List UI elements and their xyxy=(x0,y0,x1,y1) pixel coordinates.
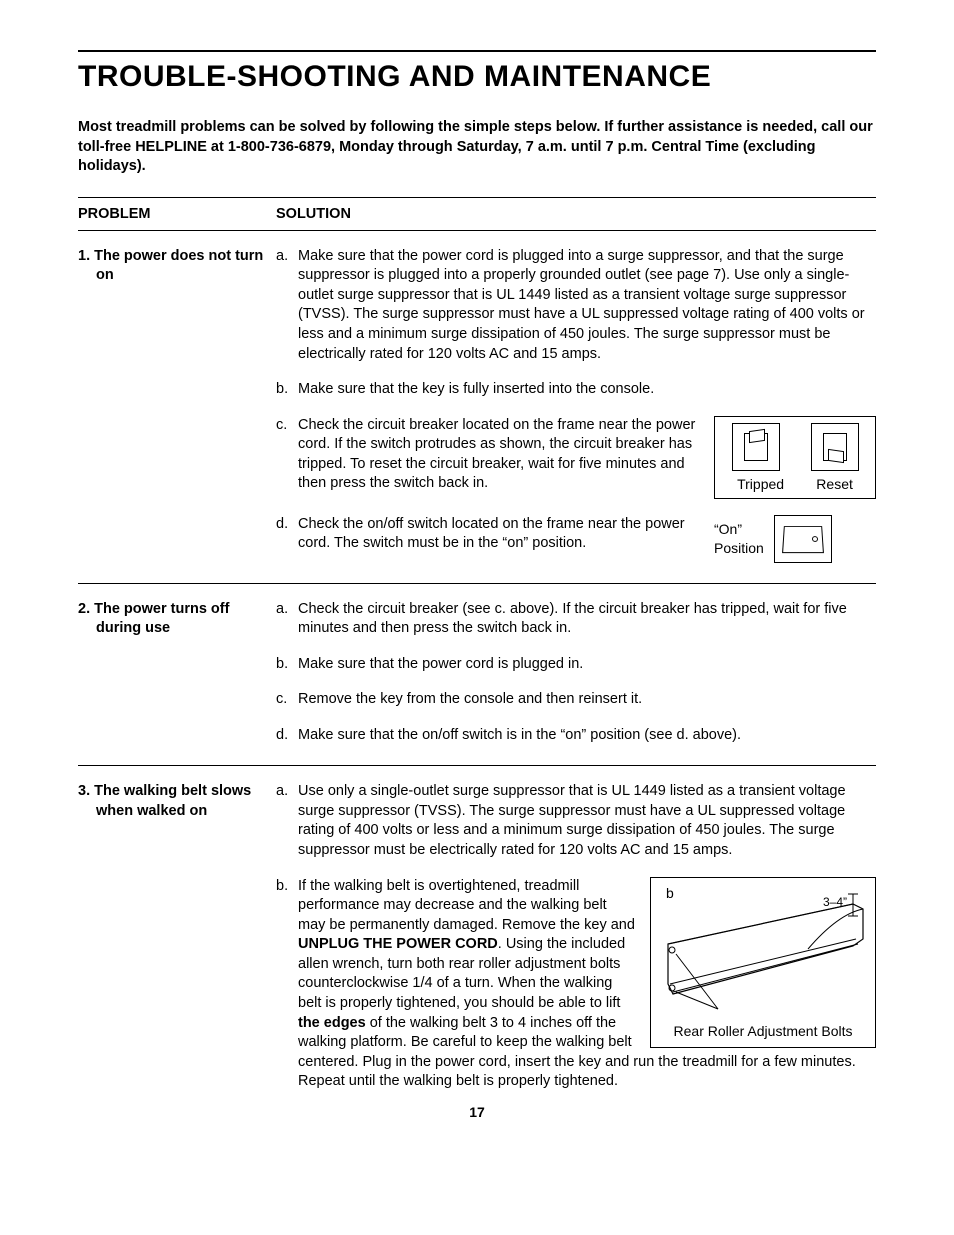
sol-3a: a. Use only a single-outlet surge suppre… xyxy=(276,782,876,860)
treadmill-svg: b 3–4” xyxy=(657,884,869,1014)
reset-switch-icon xyxy=(811,423,859,471)
sol-2b: b. Make sure that the power cord is plug… xyxy=(276,655,876,675)
treadmill-diagram: b 3–4” xyxy=(650,877,876,1048)
tripped-switch-icon xyxy=(732,423,780,471)
page-number: 17 xyxy=(78,1104,876,1120)
section-1: 1. The power does not turn on a. Make su… xyxy=(78,231,876,584)
intro-paragraph: Most treadmill problems can be solved by… xyxy=(78,118,876,177)
problem-1: 1. The power does not turn on xyxy=(78,247,276,563)
problem-3: 3. The walking belt slows when walked on xyxy=(78,782,276,1091)
sol-2d: d. Make sure that the on/off switch is i… xyxy=(276,726,876,746)
on-position-diagram: “On” Position xyxy=(714,515,876,563)
sol-3b: b. b 3–4” xyxy=(276,877,876,1092)
section-3: 3. The walking belt slows when walked on… xyxy=(78,766,876,1091)
solution-1: a. Make sure that the power cord is plug… xyxy=(276,247,876,563)
table-header: PROBLEM SOLUTION xyxy=(78,198,876,231)
sol-1c: c. Check the circuit breaker located on … xyxy=(276,416,876,499)
sol-2a: a. Check the circuit breaker (see c. abo… xyxy=(276,600,876,639)
svg-text:b: b xyxy=(666,885,674,901)
page-title: TROUBLE-SHOOTING AND MAINTENANCE xyxy=(78,60,876,94)
sol-1a: a. Make sure that the power cord is plug… xyxy=(276,247,876,364)
solution-3: a. Use only a single-outlet surge suppre… xyxy=(276,782,876,1091)
sol-1d: d. Check the on/off switch located on th… xyxy=(276,515,876,563)
section-2: 2. The power turns off during use a. Che… xyxy=(78,584,876,767)
header-solution: SOLUTION xyxy=(276,206,876,222)
problem-2: 2. The power turns off during use xyxy=(78,600,276,746)
solution-2: a. Check the circuit breaker (see c. abo… xyxy=(276,600,876,746)
sol-2c: c. Remove the key from the console and t… xyxy=(276,690,876,710)
tripped-reset-diagram: Tripped Reset xyxy=(714,416,876,499)
top-rule xyxy=(78,50,876,52)
header-problem: PROBLEM xyxy=(78,206,276,222)
sol-1b: b. Make sure that the key is fully inser… xyxy=(276,380,876,400)
sol-3b-text: b 3–4” xyxy=(298,877,876,1092)
on-switch-icon xyxy=(774,515,832,563)
svg-text:3–4”: 3–4” xyxy=(823,895,847,909)
